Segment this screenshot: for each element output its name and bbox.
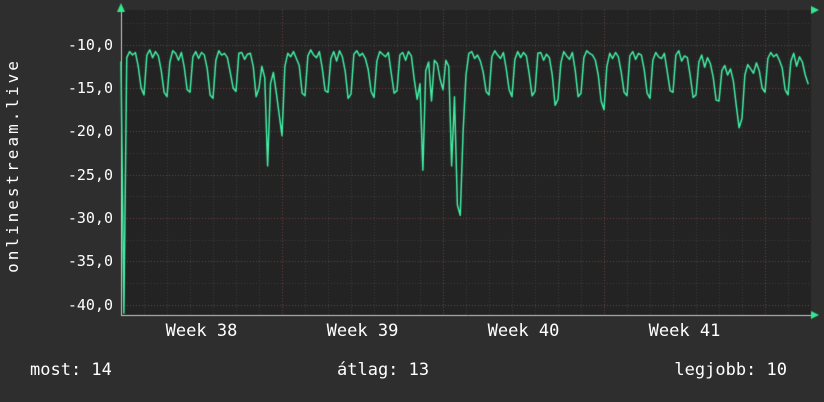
x-axis-tick-label: Week 41 xyxy=(648,321,721,341)
y-axis-tick-label: -25,0 xyxy=(67,165,113,184)
x-axis-tick-label: Week 39 xyxy=(326,321,399,341)
y-axis-tick-label: -20,0 xyxy=(67,122,113,141)
y-axis-tick-label: -35,0 xyxy=(67,252,113,271)
stat-best: legjobb: 10 xyxy=(674,360,787,380)
x-axis-tick-label: Week 38 xyxy=(165,321,238,341)
stat-average: átlag: 13 xyxy=(337,360,430,380)
y-axis-tick-label: -40,0 xyxy=(67,295,113,314)
stat-most: most: 14 xyxy=(30,360,112,380)
x-axis-tick-label: Week 40 xyxy=(487,321,560,341)
y-axis-tick-label: -30,0 xyxy=(67,208,113,227)
y-axis-tick-label: -15,0 xyxy=(67,78,113,97)
y-axis-tick-label: -10,0 xyxy=(67,35,113,54)
